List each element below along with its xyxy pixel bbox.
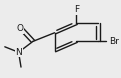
Text: N: N	[15, 48, 22, 57]
Text: O: O	[16, 24, 23, 33]
Text: Br: Br	[109, 37, 118, 46]
Text: F: F	[74, 5, 79, 14]
